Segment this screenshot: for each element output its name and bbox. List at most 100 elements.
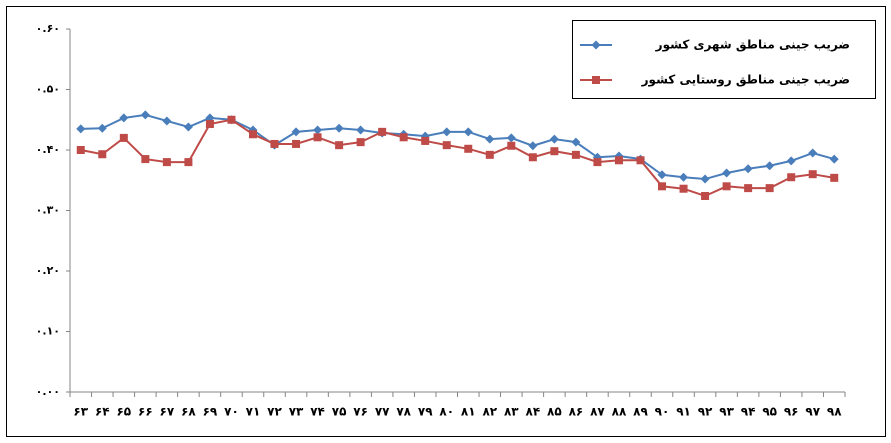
x-tick-label: ۶۹ [203,405,218,419]
data-point [227,115,236,124]
data-point [787,173,796,182]
x-tick-label: ۶۸ [181,405,196,419]
series-line [80,113,835,181]
legend-marker [592,76,600,84]
data-point [550,147,559,156]
x-tick-label: ۷۲ [267,405,282,419]
data-point [658,182,667,191]
x-tick-label: ۶۷ [160,405,175,419]
x-tick-label: ۸۳ [504,405,519,419]
data-point [765,184,774,193]
data-point [593,158,602,167]
data-point [614,156,623,165]
x-tick-label: ۶۴ [95,405,110,419]
y-tick-label: ۰.۰۰ [36,385,60,398]
data-point [722,182,731,191]
data-point [335,141,344,150]
data-point [76,124,86,134]
data-point [442,141,451,150]
data-point [700,174,710,184]
data-point [270,139,279,148]
x-tick-label: ۹۰ [655,405,670,419]
data-point [485,134,495,144]
y-tick-label: ۰.۶۰ [36,22,60,35]
x-tick-label: ۷۴ [310,405,325,419]
data-point [421,136,430,145]
data-point [679,184,688,193]
data-point [528,141,538,151]
data-point [636,156,645,165]
x-tick-label: ۹۱ [676,405,691,419]
data-point [679,172,689,182]
data-point [722,168,732,178]
x-tick-label: ۹۷ [805,405,820,419]
x-tick-label: ۸۴ [526,405,541,419]
legend-box [572,20,876,99]
data-point [507,141,516,150]
x-tick-label: ۸۸ [612,405,627,419]
x-tick-label: ۷۳ [289,405,304,419]
y-tick-label: ۰.۱۰ [36,325,60,338]
data-point [184,158,193,167]
data-point [830,173,839,182]
data-point [744,184,753,193]
data-point [701,191,710,200]
legend-label: ضریب جینی مناطق روستایی کشور [641,73,850,88]
x-tick-label: ۷۸ [396,405,411,419]
data-point [549,134,559,144]
x-tick-label: ۷۵ [332,405,347,419]
y-tick-label: ۰.۲۰ [36,264,60,277]
data-point [291,127,301,137]
x-tick-label: ۷۱ [246,405,261,419]
data-point [97,123,107,133]
data-point [313,133,322,142]
x-tick-label: ۹۵ [762,405,777,419]
data-point [657,170,667,180]
data-point [140,110,150,120]
x-tick-label: ۹۳ [719,405,734,419]
x-tick-label: ۸۰ [439,405,454,419]
x-tick-label: ۹۸ [827,405,842,419]
data-point [506,133,516,143]
y-tick-label: ۰.۳۰ [36,204,60,217]
x-tick-label: ۷۹ [418,405,433,419]
x-tick-label: ۷۷ [375,405,390,419]
x-tick-label: ۸۶ [569,405,584,419]
data-point [528,153,537,162]
x-tick-label: ۶۶ [138,405,153,419]
x-tick-label: ۸۲ [482,405,497,419]
data-point [119,113,129,123]
data-point [442,127,452,137]
data-point [485,150,494,159]
data-point [378,127,387,136]
data-point [313,125,323,135]
data-point [292,139,301,148]
data-point [76,146,85,154]
data-point [356,125,366,135]
data-point [162,158,171,167]
x-tick-label: ۸۹ [633,405,648,419]
data-point [808,148,818,158]
data-point [205,119,214,128]
legend-label: ضریب جینی مناطق شهری کشور [655,38,850,53]
data-point [786,156,796,166]
y-tick-label: ۰.۵۰ [36,83,60,96]
x-tick-label: ۷۰ [224,405,239,419]
data-point [464,144,473,153]
x-tick-label: ۹۶ [784,405,799,419]
data-point [356,138,365,147]
x-tick-label: ۶۵ [116,405,131,419]
x-tick-label: ۸۱ [461,405,476,419]
x-tick-label: ۸۷ [590,405,605,419]
data-point [808,170,817,179]
data-point [162,116,172,126]
data-point [571,150,580,159]
data-point [829,154,839,164]
data-point [98,150,107,159]
data-point [743,164,753,174]
x-tick-label: ۸۵ [547,405,562,419]
x-tick-label: ۹۲ [698,405,713,419]
data-point [141,155,150,164]
data-point [119,133,128,142]
